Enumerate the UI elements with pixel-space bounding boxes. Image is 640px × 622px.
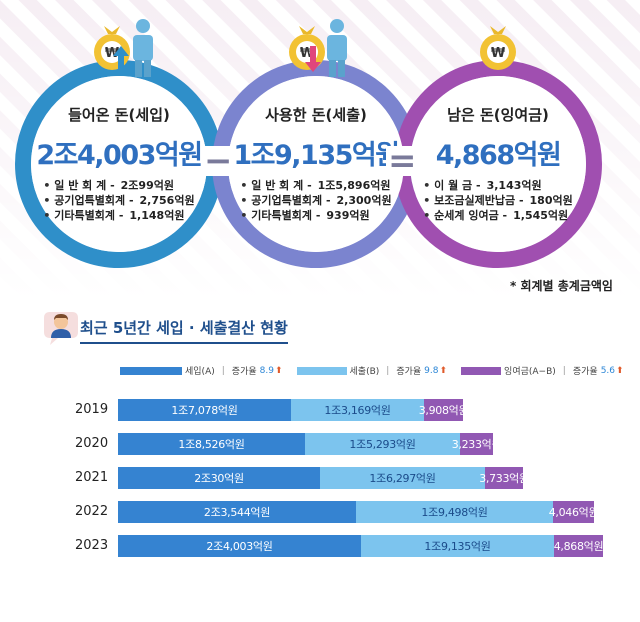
arrow-up-icon [113, 46, 129, 72]
bar-income: 1조7,078억원 [118, 399, 291, 421]
arrow-down-icon [305, 46, 321, 72]
legend-swatch-income [120, 366, 182, 375]
bar-income: 2조4,003억원 [118, 535, 361, 557]
svg-text:₩: ₩ [105, 46, 120, 61]
bar-expense: 1조6,297억원 [320, 467, 485, 489]
bar-income: 2조30억원 [118, 467, 320, 489]
list-item: 일 반 회 계 -2조99억원 [43, 178, 194, 193]
legend-growth-label: 증가율 [572, 367, 598, 377]
list-item: 보조금실제반납금 -180억원 [423, 193, 573, 208]
footnote: * 회계별 총계금액임 [510, 279, 613, 293]
legend-label-expense: 세출(B) [349, 367, 380, 377]
minus-operator: − [202, 141, 235, 181]
list-item: 순세계 잉여금 -1,545억원 [423, 208, 572, 223]
legend-growth-value: 9.8 [424, 365, 439, 376]
income-title: 들어온 돈(세입) [68, 106, 170, 124]
year-label: 2021 [75, 470, 109, 485]
year-label: 2019 [75, 402, 109, 417]
bar-data-label: 1조9,498억원 [421, 506, 488, 519]
bar-data-label: 1조3,169억원 [324, 404, 391, 417]
list-item: 일 반 회 계 -1조5,896억원 [240, 178, 391, 193]
expense-title: 사용한 돈(세출) [265, 106, 367, 124]
svg-text:₩: ₩ [491, 46, 506, 61]
bar-data-label: 1조6,297억원 [369, 472, 436, 485]
list-item: 공기업특별회계 -2,756억원 [43, 193, 194, 208]
surplus-amount: 4,868억원 [435, 140, 562, 171]
list-item: 공기업특별회계 -2,300억원 [240, 193, 391, 208]
bar-data-label: 4,046억원 [548, 506, 599, 519]
chart-title: 최근 5년간 세입 · 세출결산 현황 [80, 317, 288, 344]
chart-legend: 세입(A) | 증가율 8.9 ⬆ 세출(B) | 증가율 9.8 ⬆ 잉여금(A−… [120, 364, 624, 377]
surplus-items: 이 월 금 -3,143억원 보조금실제반납금 -180억원 순세계 잉여금 -… [423, 178, 573, 223]
expense-amount: 1조9,135억원 [233, 140, 400, 171]
bar-surplus: 3,908억원 [419, 399, 469, 421]
legend-swatch-expense [296, 366, 347, 375]
year-label: 2023 [75, 538, 109, 553]
person-icon [327, 19, 347, 77]
bar-data-label: 1조7,078억원 [171, 404, 238, 417]
bar-surplus: 3,733억원 [479, 467, 529, 489]
up-arrow-icon: ⬆ [274, 365, 283, 376]
bar-data-label: 1조5,293억원 [349, 438, 416, 451]
income-items: 일 반 회 계 -2조99억원 공기업특별회계 -2,756억원 기타특별회계 … [43, 178, 194, 223]
list-item: 기타특별회계 -1,148억원 [43, 208, 194, 223]
bar-income: 1조8,526억원 [118, 433, 305, 455]
surplus-ring-interior: 남은 돈(잉여금) 4,868억원 이 월 금 -3,143억원 보조금실제반납… [410, 76, 586, 252]
legend-growth-label: 증가율 [396, 367, 422, 377]
legend-swatch-surplus [461, 366, 502, 375]
bar-data-label: 4,868억원 [553, 540, 604, 553]
list-item: 이 월 금 -3,143억원 [423, 178, 572, 193]
bar-expense: 1조9,498억원 [356, 501, 553, 523]
year-label: 2020 [75, 436, 109, 451]
legend-growth-value: 5.6 [600, 365, 616, 376]
legend-growth-label: 증가율 [231, 367, 257, 377]
income-ring-interior: 들어온 돈(세입) 2조4,003억원 일 반 회 계 -2조99억원 공기업특… [31, 76, 207, 252]
income-amount: 2조4,003억원 [36, 140, 203, 171]
money-bag-icon: ₩ [480, 26, 516, 70]
year-label: 2022 [75, 504, 109, 519]
surplus-title: 남은 돈(잉여금) [447, 106, 549, 124]
legend-growth-value: 8.9 [259, 365, 274, 376]
bar-data-label: 2조3,544억원 [203, 506, 271, 519]
bar-surplus: 4,046억원 [549, 501, 599, 523]
bar-expense: 1조9,135억원 [361, 535, 554, 557]
bar-expense: 1조5,293억원 [305, 433, 460, 455]
legend-separator: | [221, 365, 225, 376]
legend-label-income: 세입(A) [185, 367, 215, 377]
bar-data-label: 1조9,135억원 [424, 540, 491, 553]
expense-ring-interior: 사용한 돈(세출) 1조9,135억원 일 반 회 계 -1조5,896억원 공… [228, 76, 404, 252]
chart-title-wrap: 최근 5년간 세입 · 세출결산 현황 [48, 317, 288, 344]
person-icon [133, 19, 153, 77]
bar-data-label: 2조30억원 [194, 472, 244, 485]
bar-data-label: 3,733억원 [479, 472, 529, 485]
bar-data-label: 3,233억원 [451, 438, 502, 451]
bar-data-label: 1조8,526억원 [178, 438, 245, 451]
presenter-icon [44, 312, 78, 345]
bar-expense: 1조3,169억원 [291, 399, 424, 421]
expense-items: 일 반 회 계 -1조5,896억원 공기업특별회계 -2,300억원 기타특별… [240, 178, 391, 223]
bar-income: 2조3,544억원 [118, 501, 356, 523]
bar-surplus: 3,233억원 [452, 433, 502, 455]
legend-label-surplus: 잉여금(A−B) [504, 367, 556, 377]
bar-surplus: 4,868억원 [553, 535, 604, 557]
bar-data-label: 3,908억원 [418, 404, 469, 417]
list-item: 기타특별회계 -939억원 [240, 208, 391, 223]
legend-separator: | [562, 365, 566, 376]
up-arrow-icon: ⬆ [616, 365, 624, 376]
up-arrow-icon: ⬆ [439, 365, 448, 376]
legend-separator: | [386, 365, 390, 376]
bar-data-label: 2조4,003억원 [206, 540, 273, 553]
equals-operator: = [386, 141, 419, 181]
